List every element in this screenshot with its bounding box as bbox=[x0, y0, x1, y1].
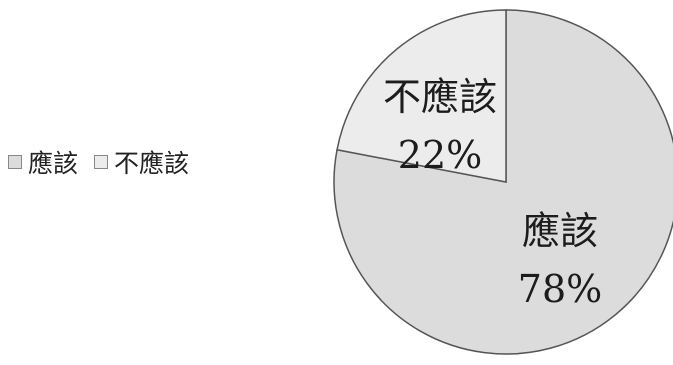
legend-label-should-not: 不應該 bbox=[114, 149, 190, 178]
slice-value-should-not: 22% bbox=[398, 133, 482, 177]
slice-label-should: 應該 bbox=[522, 209, 598, 253]
slice-value-should: 78% bbox=[518, 267, 602, 311]
legend-item-should: 應該 bbox=[8, 144, 78, 180]
legend-swatch-should bbox=[8, 155, 22, 169]
chart-legend: 應該 不應該 bbox=[8, 146, 189, 178]
legend-item-should-not: 不應該 bbox=[94, 144, 189, 180]
legend-swatch-should-not bbox=[94, 155, 109, 169]
pie-slices bbox=[333, 9, 673, 355]
pie-slice-should-not bbox=[336, 9, 507, 183]
legend-label-should: 應該 bbox=[28, 149, 79, 178]
slice-label-should-not: 不應該 bbox=[383, 75, 497, 119]
pie-labels: 應該 78% 不應該 22% bbox=[383, 75, 602, 311]
